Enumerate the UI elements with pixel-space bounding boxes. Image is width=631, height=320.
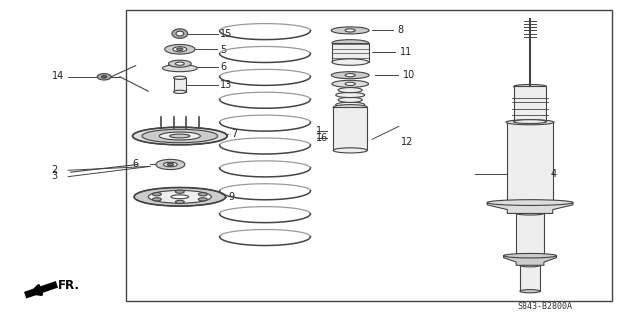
- Ellipse shape: [506, 202, 554, 207]
- Text: 6: 6: [133, 159, 139, 170]
- Ellipse shape: [175, 62, 184, 65]
- Text: 2: 2: [52, 164, 58, 175]
- Ellipse shape: [163, 65, 197, 72]
- Ellipse shape: [331, 72, 369, 79]
- Text: 11: 11: [400, 47, 412, 58]
- Bar: [332, 43, 369, 62]
- Ellipse shape: [102, 76, 107, 78]
- Polygon shape: [487, 203, 573, 213]
- Text: S843-B2800A: S843-B2800A: [517, 302, 572, 311]
- Ellipse shape: [174, 90, 186, 93]
- Ellipse shape: [198, 193, 207, 196]
- Text: 3: 3: [52, 171, 58, 181]
- Text: FR.: FR.: [58, 279, 80, 292]
- Ellipse shape: [171, 195, 189, 199]
- Ellipse shape: [516, 256, 544, 259]
- Ellipse shape: [172, 29, 188, 38]
- Bar: [514, 86, 546, 122]
- Ellipse shape: [516, 212, 544, 215]
- Text: 16: 16: [316, 132, 327, 143]
- Text: 10: 10: [403, 70, 415, 80]
- Text: 6: 6: [220, 62, 227, 72]
- Ellipse shape: [167, 163, 174, 166]
- Ellipse shape: [165, 44, 195, 54]
- Ellipse shape: [332, 40, 369, 46]
- Ellipse shape: [176, 31, 184, 36]
- Ellipse shape: [332, 59, 369, 65]
- Text: 15: 15: [220, 28, 233, 39]
- Text: 12: 12: [401, 137, 414, 148]
- Ellipse shape: [148, 190, 211, 203]
- Ellipse shape: [506, 120, 554, 125]
- Ellipse shape: [345, 74, 355, 77]
- Ellipse shape: [504, 253, 557, 258]
- Ellipse shape: [175, 200, 184, 204]
- Ellipse shape: [336, 92, 365, 98]
- Ellipse shape: [174, 76, 186, 79]
- Ellipse shape: [332, 80, 369, 87]
- Ellipse shape: [487, 200, 573, 205]
- Text: 14: 14: [52, 71, 64, 81]
- Ellipse shape: [336, 102, 365, 107]
- Ellipse shape: [153, 193, 162, 196]
- Ellipse shape: [333, 148, 367, 153]
- Ellipse shape: [163, 162, 177, 167]
- Ellipse shape: [333, 105, 367, 110]
- Ellipse shape: [142, 129, 218, 143]
- Ellipse shape: [338, 97, 362, 102]
- Ellipse shape: [520, 290, 540, 293]
- Bar: [333, 107, 367, 150]
- Ellipse shape: [338, 88, 362, 93]
- Ellipse shape: [175, 190, 184, 193]
- Text: 5: 5: [220, 44, 227, 55]
- Text: 7: 7: [231, 129, 237, 140]
- Ellipse shape: [97, 74, 111, 80]
- Ellipse shape: [514, 120, 546, 124]
- Text: 13: 13: [220, 80, 232, 90]
- Ellipse shape: [168, 60, 191, 67]
- Ellipse shape: [134, 188, 226, 206]
- Ellipse shape: [170, 134, 190, 138]
- Ellipse shape: [514, 84, 546, 88]
- Ellipse shape: [156, 159, 185, 170]
- Bar: [126, 10, 612, 301]
- Ellipse shape: [153, 198, 162, 201]
- Ellipse shape: [520, 264, 540, 267]
- Ellipse shape: [198, 198, 207, 201]
- Ellipse shape: [345, 82, 355, 85]
- Polygon shape: [504, 256, 557, 265]
- Text: 1: 1: [316, 125, 322, 136]
- Ellipse shape: [177, 48, 183, 51]
- Bar: [520, 265, 540, 291]
- Text: 4: 4: [550, 169, 557, 180]
- Bar: [174, 78, 186, 92]
- Ellipse shape: [331, 27, 369, 34]
- Ellipse shape: [133, 127, 227, 145]
- Text: 9: 9: [228, 192, 235, 202]
- Text: 8: 8: [398, 25, 404, 36]
- Bar: [507, 122, 553, 205]
- Bar: [516, 213, 544, 258]
- Ellipse shape: [345, 29, 355, 32]
- Ellipse shape: [173, 47, 187, 52]
- Ellipse shape: [159, 132, 200, 140]
